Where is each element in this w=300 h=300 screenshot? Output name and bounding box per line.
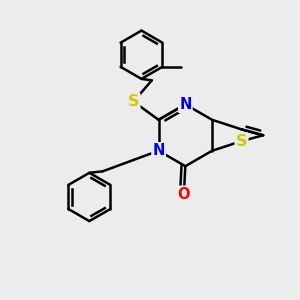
- Text: N: N: [179, 97, 191, 112]
- Text: S: S: [236, 134, 247, 149]
- Text: N: N: [152, 143, 165, 158]
- Text: S: S: [128, 94, 139, 109]
- Text: O: O: [178, 187, 190, 202]
